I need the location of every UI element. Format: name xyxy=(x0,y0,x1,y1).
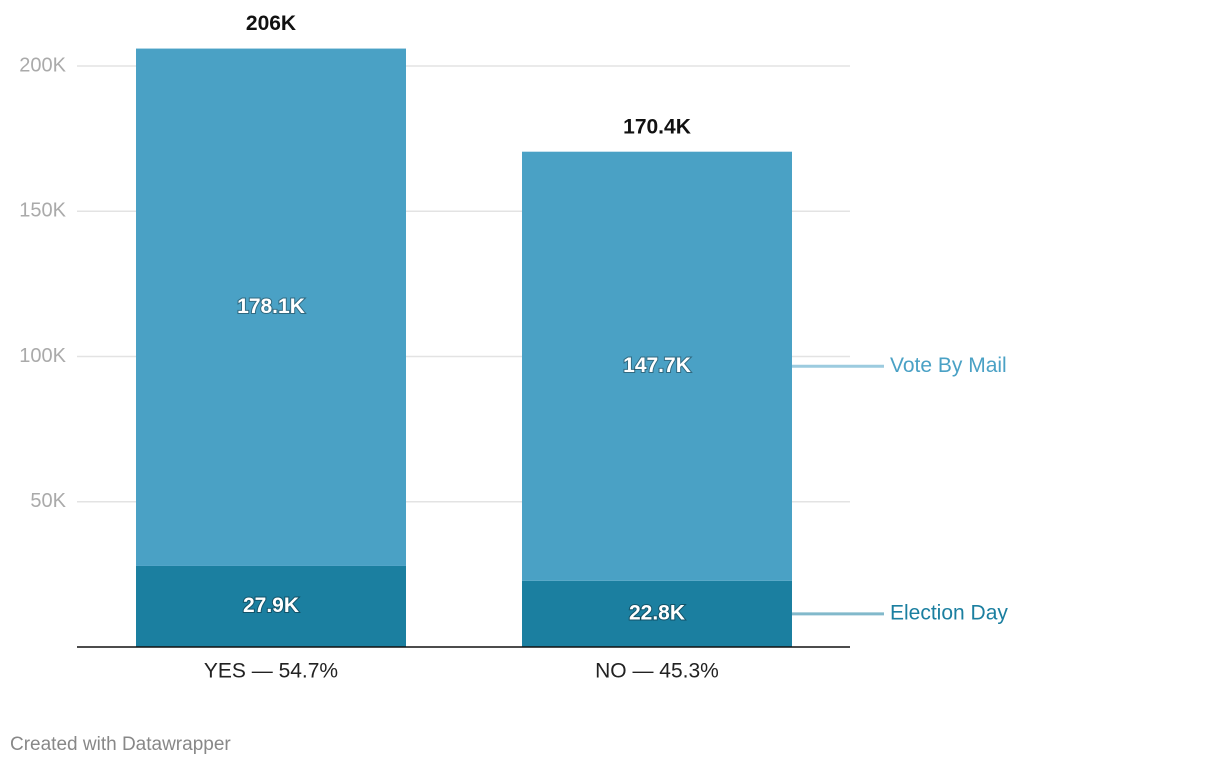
footer: Created with Datawrapper xyxy=(10,734,231,755)
bar-segment xyxy=(136,48,406,566)
segment-label: 27.9K xyxy=(243,594,299,617)
segment-label: 147.7K xyxy=(623,354,691,377)
bar-segment xyxy=(136,565,406,647)
total-label: 170.4K xyxy=(623,116,691,139)
y-tick-label: 50K xyxy=(30,490,66,512)
legend-label: Election Day xyxy=(890,601,1008,624)
legend-label: Vote By Mail xyxy=(890,354,1007,377)
bar-segment xyxy=(522,580,792,647)
total-label: 206K xyxy=(246,12,296,35)
x-tick-label: YES — 54.7% xyxy=(204,660,338,683)
segment-label: 178.1K xyxy=(237,295,305,318)
y-tick-label: 150K xyxy=(19,200,66,222)
x-tick-label: NO — 45.3% xyxy=(595,660,719,683)
bar-segment xyxy=(522,151,792,581)
y-tick-label: 200K xyxy=(19,54,66,76)
segment-label: 22.8K xyxy=(629,601,685,624)
y-tick-label: 100K xyxy=(19,345,66,367)
